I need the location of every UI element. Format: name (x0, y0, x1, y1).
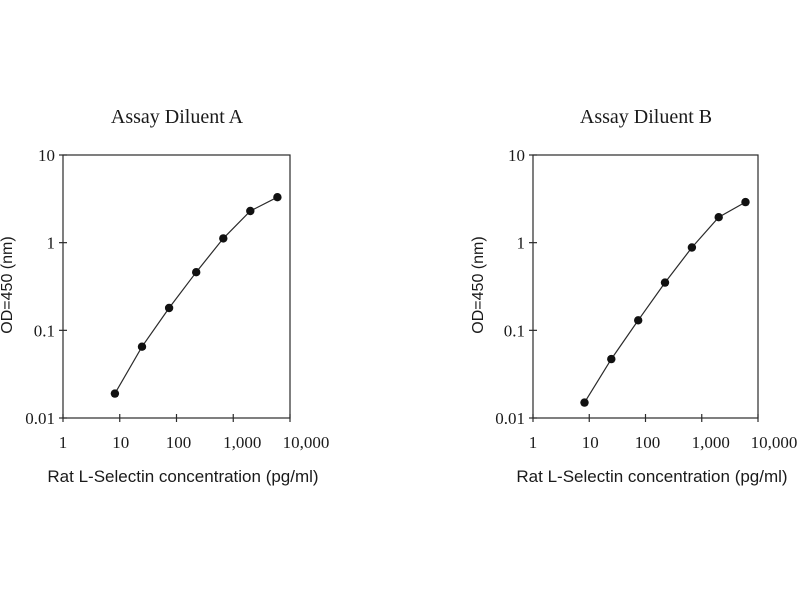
x-tick-label: 10,000 (751, 433, 798, 452)
x-tick-label: 100 (635, 433, 661, 452)
data-point-marker (219, 234, 228, 243)
data-point-marker (110, 389, 120, 398)
data-point-marker (137, 342, 147, 351)
x-tick-label: 1,000 (692, 433, 730, 452)
data-point-marker (273, 193, 282, 202)
y-tick-label: 0.1 (34, 321, 55, 340)
x-axis-label-a: Rat L-Selectin concentration (pg/ml) (47, 467, 319, 486)
plot-frame (62, 154, 291, 419)
standard-curve-line (583, 201, 746, 403)
chart-title-b: Assay Diluent B (579, 106, 713, 128)
data-point-marker (246, 206, 255, 216)
y-tick-label: 0.1 (504, 321, 525, 340)
x-tick-label: 10 (112, 433, 129, 452)
standard-curve-line (114, 196, 278, 394)
data-point-marker (580, 398, 589, 407)
x-tick-label: 1 (529, 433, 538, 452)
data-point-marker (660, 278, 670, 287)
data-point-marker (634, 316, 643, 325)
data-point-marker (164, 303, 174, 313)
y-axis-label-b: OD=450 (nm) (470, 236, 487, 334)
data-point-marker (192, 268, 201, 277)
x-tick-label: 1,000 (223, 433, 261, 452)
x-tick-label: 100 (166, 433, 192, 452)
chart-title-a: Assay Diluent A (110, 106, 244, 128)
data-point-marker (714, 213, 723, 222)
data-point-marker (741, 197, 750, 207)
y-tick-label: 10 (38, 146, 55, 165)
data-point-marker (607, 354, 616, 364)
x-tick-label: 10,000 (283, 433, 330, 452)
y-tick-label: 1 (517, 234, 526, 253)
y-tick-label: 0.01 (495, 409, 525, 428)
data-point-marker (687, 243, 697, 252)
y-tick-label: 10 (508, 146, 525, 165)
x-axis-label-b: Rat L-Selectin concentration (pg/ml) (516, 467, 788, 486)
y-axis-label-a: OD=450 (nm) (0, 236, 16, 334)
plot-frame (532, 154, 759, 419)
y-tick-label: 0.01 (25, 409, 55, 428)
y-tick-label: 1 (47, 234, 56, 253)
x-tick-label: 10 (582, 433, 599, 452)
x-tick-label: 1 (59, 433, 68, 452)
